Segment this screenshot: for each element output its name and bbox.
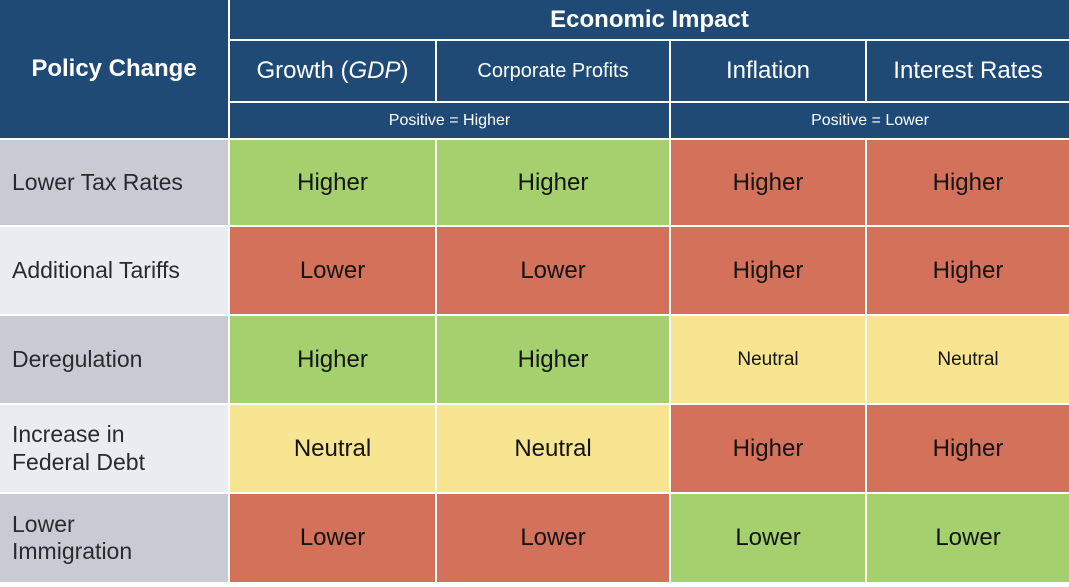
impact-cell: Higher — [867, 405, 1069, 492]
impact-cell: Lower — [671, 494, 865, 582]
impact-cell: Higher — [867, 227, 1069, 314]
column-header-corporate-profits: Corporate Profits — [437, 41, 669, 101]
impact-cell: Lower — [437, 494, 669, 582]
impact-cell: Lower — [867, 494, 1069, 582]
impact-cell: Higher — [671, 140, 865, 225]
impact-cell: Neutral — [437, 405, 669, 492]
impact-cell: Higher — [230, 140, 435, 225]
impact-cell: Higher — [671, 405, 865, 492]
impact-cell: Lower — [437, 227, 669, 314]
impact-cell: Higher — [230, 316, 435, 403]
row-label-deregulation: Deregulation — [0, 316, 228, 403]
subheader-positive-lower: Positive = Lower — [671, 103, 1069, 138]
policy-change-label: Policy Change — [31, 55, 197, 82]
subheader-positive-higher: Positive = Higher — [230, 103, 669, 138]
row-label-lower-tax-rates: Lower Tax Rates — [0, 140, 228, 225]
impact-cell: Neutral — [867, 316, 1069, 403]
column-header-growth-gdp: Growth (GDP) — [230, 41, 435, 101]
impact-cell: Higher — [867, 140, 1069, 225]
column-header-interest-rates: Interest Rates — [867, 41, 1069, 101]
column-header-inflation: Inflation — [671, 41, 865, 101]
economic-impact-header: Economic Impact — [230, 0, 1069, 39]
impact-cell: Lower — [230, 227, 435, 314]
row-label-increase-federal-debt: Increase in Federal Debt — [0, 405, 228, 492]
impact-cell: Lower — [230, 494, 435, 582]
row-label-additional-tariffs: Additional Tariffs — [0, 227, 228, 314]
policy-change-header: Policy Change — [0, 0, 228, 138]
impact-cell: Higher — [671, 227, 865, 314]
impact-cell: Neutral — [230, 405, 435, 492]
row-label-lower-immigration: Lower Immigration — [0, 494, 228, 582]
economic-impact-label: Economic Impact — [550, 5, 749, 33]
impact-cell: Higher — [437, 140, 669, 225]
impact-cell: Higher — [437, 316, 669, 403]
impact-cell: Neutral — [671, 316, 865, 403]
